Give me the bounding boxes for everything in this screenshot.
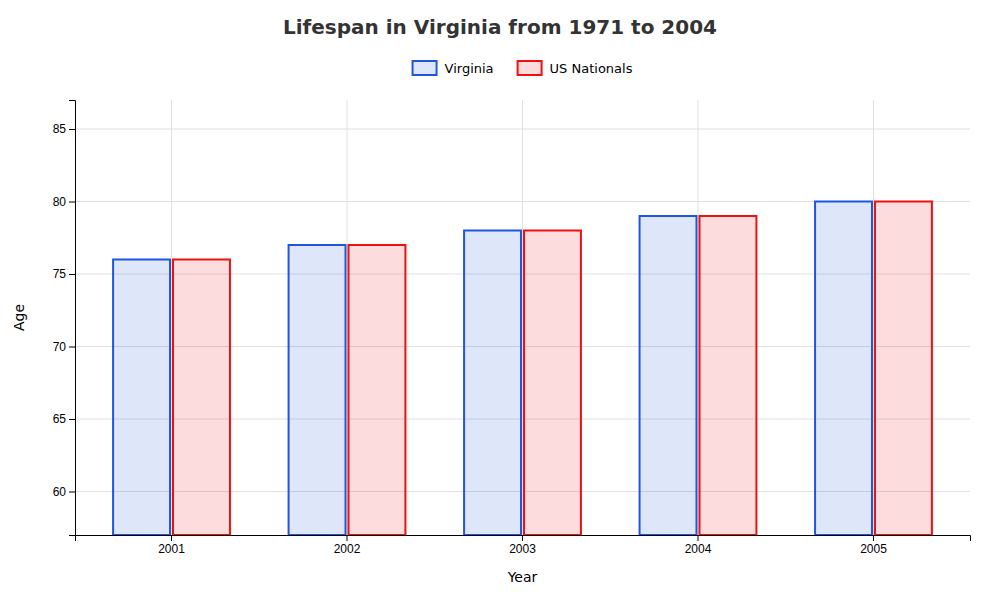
tick: 2005 (860, 535, 887, 556)
tick-mark (69, 274, 75, 275)
grid-line-x (522, 100, 523, 535)
bar (815, 202, 872, 536)
tick: 2004 (685, 535, 712, 556)
tick: 75 (53, 267, 75, 281)
tick: 60 (53, 485, 75, 499)
bar (349, 245, 406, 535)
tick-label: 70 (53, 340, 67, 354)
bars (113, 202, 932, 536)
legend-label: Virginia (445, 61, 494, 76)
axis-line (76, 536, 971, 542)
legend: Virginia US Nationals (413, 61, 633, 76)
y-axis-title: Age (11, 304, 27, 331)
bar-series (173, 202, 932, 536)
tick-mark (69, 202, 75, 203)
bar-series (113, 202, 872, 536)
legend-swatch (413, 61, 437, 75)
tick-label: 80 (53, 195, 67, 209)
tick-label: 2004 (685, 542, 712, 556)
grid (75, 100, 970, 535)
tick: 2001 (158, 535, 185, 556)
tick-mark (522, 535, 523, 541)
tick-label: 85 (53, 122, 67, 136)
y-axis: 60 65 70 75 80 85 (53, 101, 76, 536)
grid-line-x (171, 100, 172, 535)
tick: 65 (53, 412, 75, 426)
tick-mark (69, 129, 75, 130)
tick-mark (69, 419, 75, 420)
x-axis: 2001 2002 2003 2004 2005 (76, 535, 971, 556)
tick-label: 75 (53, 267, 67, 281)
tick-mark (697, 535, 698, 541)
tick: 85 (53, 122, 75, 136)
tick: 2003 (509, 535, 536, 556)
bar (173, 260, 230, 536)
bar (464, 231, 521, 536)
bar (875, 202, 932, 536)
bar (699, 216, 756, 535)
bar (524, 231, 581, 536)
tick-label: 60 (53, 485, 67, 499)
tick-mark (873, 535, 874, 541)
tick: 80 (53, 195, 75, 209)
x-axis-title: Year (507, 569, 538, 585)
grid-line-x (697, 100, 698, 535)
grid-line-x (347, 100, 348, 535)
tick-label: 2003 (509, 542, 536, 556)
tick-mark (69, 492, 75, 493)
plot: 60 65 70 75 80 85 2001 2002 2003 2004 2005 (53, 100, 971, 556)
legend-item: US Nationals (518, 61, 633, 76)
tick-label: 65 (53, 412, 67, 426)
chart: 60 65 70 75 80 85 2001 2002 2003 2004 2005 Lifespan… (0, 0, 1000, 600)
tick: 2002 (334, 535, 361, 556)
bar (113, 260, 170, 536)
axis-line (69, 101, 76, 536)
bar (640, 216, 697, 535)
legend-swatch (518, 61, 542, 75)
tick-label: 2002 (334, 542, 361, 556)
tick-mark (347, 535, 348, 541)
grid-line-x (873, 100, 874, 535)
tick-mark (171, 535, 172, 541)
tick-label: 2001 (158, 542, 185, 556)
tick-mark (69, 347, 75, 348)
legend-label: US Nationals (550, 61, 633, 76)
title: Lifespan in Virginia from 1971 to 2004 (283, 15, 717, 39)
tick-label: 2005 (860, 542, 887, 556)
bar (289, 245, 346, 535)
legend-item: Virginia (413, 61, 494, 76)
tick: 70 (53, 340, 75, 354)
